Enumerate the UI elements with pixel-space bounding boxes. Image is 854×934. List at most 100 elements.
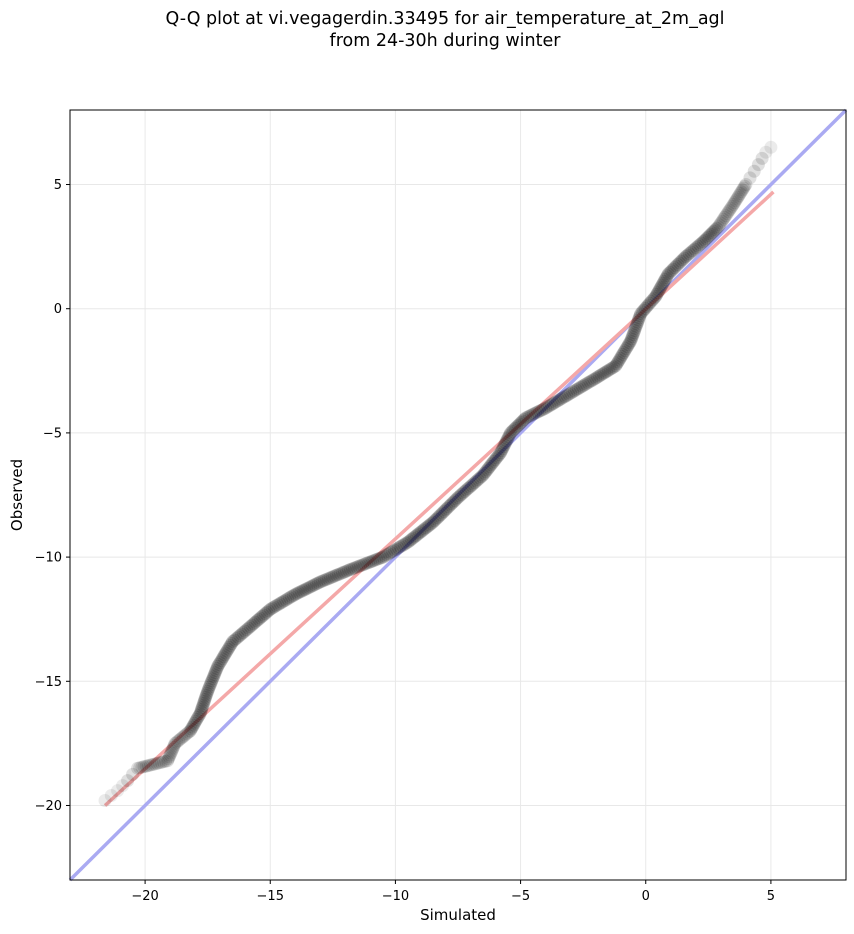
data-point-151 bbox=[354, 559, 367, 573]
data-point-216 bbox=[468, 476, 482, 490]
data-point-324 bbox=[631, 313, 645, 327]
data-point-132 bbox=[315, 574, 329, 588]
data-point-405 bbox=[747, 164, 761, 178]
data-point-342 bbox=[654, 280, 668, 294]
data-point-222 bbox=[477, 466, 491, 480]
data-point-394 bbox=[729, 194, 743, 208]
data-point-391 bbox=[725, 199, 739, 213]
data-point-228 bbox=[486, 456, 499, 470]
data-point-22 bbox=[162, 750, 176, 764]
data-point-312 bbox=[621, 338, 635, 352]
data-point-257 bbox=[525, 408, 539, 422]
data-point-154 bbox=[360, 556, 374, 570]
data-point-139 bbox=[329, 568, 343, 582]
data-point-369 bbox=[695, 236, 709, 250]
data-point-182 bbox=[413, 526, 427, 540]
data-point-153 bbox=[358, 557, 372, 571]
data-point-122 bbox=[296, 584, 310, 597]
data-point-93 bbox=[243, 620, 257, 634]
data-point-68 bbox=[209, 664, 223, 677]
data-point-229 bbox=[487, 454, 501, 468]
data-point-83 bbox=[226, 635, 240, 648]
data-point-295 bbox=[598, 366, 612, 380]
data-point-211 bbox=[459, 483, 473, 497]
data-point-47 bbox=[193, 707, 207, 721]
data-point-234 bbox=[494, 446, 508, 460]
data-point-292 bbox=[592, 369, 606, 383]
data-point-143 bbox=[337, 565, 351, 579]
data-point-77 bbox=[219, 646, 233, 660]
grid bbox=[70, 110, 846, 880]
data-point-202 bbox=[445, 497, 459, 511]
data-point-91 bbox=[240, 623, 254, 637]
data-point-314 bbox=[624, 334, 638, 348]
data-point-247 bbox=[508, 421, 522, 435]
data-point-125 bbox=[302, 581, 316, 595]
data-point-226 bbox=[483, 460, 497, 473]
data-point-214 bbox=[464, 479, 478, 493]
data-point-172 bbox=[395, 539, 409, 553]
data-point-37 bbox=[182, 725, 195, 739]
data-point-339 bbox=[651, 286, 665, 300]
data-point-352 bbox=[666, 262, 680, 276]
data-point-108 bbox=[269, 599, 283, 613]
data-point-304 bbox=[612, 353, 626, 367]
data-point-301 bbox=[609, 359, 623, 373]
data-point-356 bbox=[672, 256, 686, 270]
data-point-32 bbox=[173, 732, 187, 746]
data-point-105 bbox=[263, 602, 277, 616]
data-point-101 bbox=[257, 608, 271, 622]
data-point-254 bbox=[519, 411, 533, 425]
data-point-270 bbox=[550, 394, 564, 408]
data-point-163 bbox=[378, 549, 392, 563]
data-point-244 bbox=[504, 426, 518, 440]
data-point-310 bbox=[619, 342, 633, 356]
data-point-57 bbox=[200, 686, 214, 700]
data-point-408 bbox=[759, 145, 773, 159]
data-point-311 bbox=[620, 340, 634, 354]
data-point-8 bbox=[135, 760, 149, 774]
data-point-184 bbox=[416, 523, 430, 537]
data-point-30 bbox=[170, 735, 184, 749]
data-point-338 bbox=[650, 287, 664, 301]
data-point-179 bbox=[408, 530, 422, 544]
data-point-7 bbox=[133, 761, 147, 775]
data-point-80 bbox=[222, 640, 236, 654]
data-point-85 bbox=[229, 632, 243, 646]
data-point-290 bbox=[589, 371, 603, 385]
data-point-357 bbox=[674, 254, 688, 268]
data-point-79 bbox=[221, 642, 235, 656]
data-point-111 bbox=[275, 595, 289, 609]
data-point-320 bbox=[628, 321, 642, 335]
data-point-198 bbox=[439, 503, 452, 517]
data-point-168 bbox=[388, 543, 401, 557]
data-point-390 bbox=[724, 201, 738, 215]
data-point-206 bbox=[451, 491, 465, 504]
data-point-99 bbox=[253, 611, 267, 625]
data-point-166 bbox=[384, 546, 398, 559]
data-point-98 bbox=[252, 612, 266, 626]
data-point-393 bbox=[728, 196, 741, 210]
data-point-213 bbox=[463, 480, 477, 494]
data-point-39 bbox=[184, 722, 198, 736]
data-point-56 bbox=[199, 688, 213, 702]
data-point-331 bbox=[640, 300, 654, 314]
y-tick-label-4: 0 bbox=[54, 302, 62, 317]
data-point-18 bbox=[156, 755, 170, 769]
data-point-376 bbox=[705, 226, 719, 240]
data-point-284 bbox=[577, 378, 591, 392]
data-point-13 bbox=[146, 758, 160, 771]
data-point-120 bbox=[292, 585, 306, 599]
data-point-225 bbox=[481, 461, 495, 475]
data-point-307 bbox=[616, 347, 630, 361]
data-point-59 bbox=[202, 682, 215, 696]
data-point-130 bbox=[311, 576, 325, 590]
data-point-400 bbox=[736, 183, 749, 197]
data-point-20 bbox=[161, 754, 175, 768]
data-point-74 bbox=[215, 652, 229, 666]
data-point-344 bbox=[656, 276, 670, 290]
data-point-373 bbox=[701, 230, 715, 244]
data-point-195 bbox=[434, 508, 448, 522]
data-point-249 bbox=[511, 419, 525, 432]
data-point-126 bbox=[304, 580, 318, 594]
